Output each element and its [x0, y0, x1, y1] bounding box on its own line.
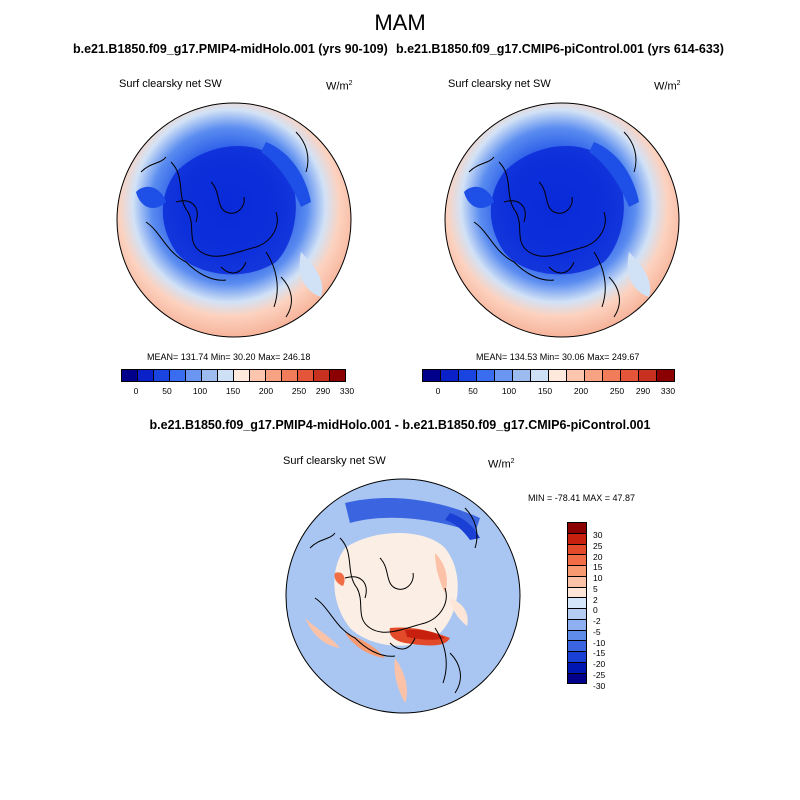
colorbar-tick-label: -30	[593, 680, 606, 691]
colorbar-tick-label: 150	[537, 386, 553, 396]
colorbar-box	[567, 672, 587, 685]
colorbar-tick-label: 200	[258, 386, 274, 396]
season-title: MAM	[374, 10, 426, 35]
colorbar-tick-label: -20	[593, 659, 606, 669]
colorbar-tick-label: 100	[501, 386, 517, 396]
left-units-label: W/m2	[326, 80, 353, 93]
diff-colorbar-ticks: 30 25 20 15 10 5 2 0 -2 -5 -10 -15 -20 -25 -30	[593, 523, 623, 713]
colorbar-box	[233, 369, 250, 382]
diff-polar-map	[285, 478, 521, 714]
right-colorbar-ticks: 0 50 100 150 200 250 290 330	[423, 386, 676, 398]
colorbar-tick-label: -10	[593, 637, 606, 648]
colorbar-box	[422, 369, 441, 382]
colorbar-tick-label: 30	[593, 530, 603, 540]
diff-panel-title: b.e21.B1850.f09_g17.PMIP4-midHolo.001 - …	[149, 418, 651, 432]
colorbar-tick-label: 290	[315, 386, 331, 396]
colorbar-tick-label: 250	[291, 386, 307, 396]
diff-colorbar	[567, 522, 587, 685]
colorbar-tick-label: -5	[593, 626, 601, 637]
colorbar-box	[265, 369, 282, 382]
colorbar-box	[440, 369, 459, 382]
colorbar-tick-label: 20	[593, 551, 603, 562]
left-polar-map	[116, 102, 352, 338]
colorbar-box	[458, 369, 477, 382]
colorbar-tick-label: -15	[593, 648, 606, 659]
diff-variable-label: Surf clearsky net SW	[283, 455, 386, 467]
colorbar-box	[169, 369, 186, 382]
colorbar-box	[620, 369, 639, 382]
colorbar-tick-label: 200	[573, 386, 589, 396]
left-stats: MEAN= 131.74 Min= 30.20 Max= 246.18	[147, 352, 311, 362]
left-colorbar-ticks: 0 50 100 150 200 250 290 330	[122, 386, 354, 398]
colorbar-tick-label: 50	[162, 386, 172, 396]
colorbar-tick-label: 0	[593, 605, 598, 616]
colorbar-tick-label: 2	[593, 594, 598, 605]
colorbar-tick-label: 0	[435, 386, 441, 396]
right-colorbar	[422, 369, 675, 382]
colorbar-box	[584, 369, 603, 382]
colorbar-box	[548, 369, 567, 382]
colorbar-tick-label: -2	[593, 616, 601, 626]
right-polar-map	[444, 102, 680, 338]
colorbar-tick-label: 290	[635, 386, 651, 396]
left-variable-label: Surf clearsky net SW	[119, 78, 222, 90]
colorbar-tick-label: 10	[593, 573, 603, 583]
colorbar-box	[137, 369, 154, 382]
left-panel-title: b.e21.B1850.f09_g17.PMIP4-midHolo.001 (y…	[73, 42, 388, 56]
colorbar-box	[638, 369, 657, 382]
colorbar-box	[656, 369, 675, 382]
colorbar-box	[217, 369, 234, 382]
colorbar-box	[249, 369, 266, 382]
colorbar-box	[313, 369, 330, 382]
right-variable-label: Surf clearsky net SW	[448, 78, 551, 90]
colorbar-box	[153, 369, 170, 382]
right-units-label: W/m2	[654, 80, 681, 93]
colorbar-tick-label: 330	[339, 386, 355, 396]
colorbar-tick-label: 330	[660, 386, 676, 396]
colorbar-box	[476, 369, 495, 382]
colorbar-tick-label: 0	[133, 386, 139, 396]
left-colorbar	[121, 369, 346, 382]
colorbar-box	[185, 369, 202, 382]
right-panel-title: b.e21.B1850.f09_g17.CMIP6-piControl.001 …	[396, 42, 724, 56]
colorbar-box	[121, 369, 138, 382]
colorbar-box	[512, 369, 531, 382]
colorbar-box	[530, 369, 549, 382]
colorbar-box	[329, 369, 346, 382]
right-stats: MEAN= 134.53 Min= 30.06 Max= 249.67	[476, 352, 640, 362]
colorbar-box	[566, 369, 585, 382]
colorbar-tick-label: 5	[593, 583, 598, 594]
colorbar-tick-label: 50	[468, 386, 478, 396]
colorbar-tick-label: 100	[192, 386, 208, 396]
diff-units-label: W/m2	[488, 458, 515, 471]
colorbar-tick-label: -25	[593, 669, 606, 680]
colorbar-tick-label: 25	[593, 540, 603, 551]
colorbar-tick-label: 150	[225, 386, 241, 396]
colorbar-box	[602, 369, 621, 382]
colorbar-box	[494, 369, 513, 382]
colorbar-box	[201, 369, 218, 382]
colorbar-box	[281, 369, 298, 382]
colorbar-box	[297, 369, 314, 382]
diff-stats: MIN = -78.41 MAX = 47.87	[528, 493, 636, 503]
colorbar-tick-label: 15	[593, 562, 603, 573]
colorbar-tick-label: 250	[609, 386, 625, 396]
